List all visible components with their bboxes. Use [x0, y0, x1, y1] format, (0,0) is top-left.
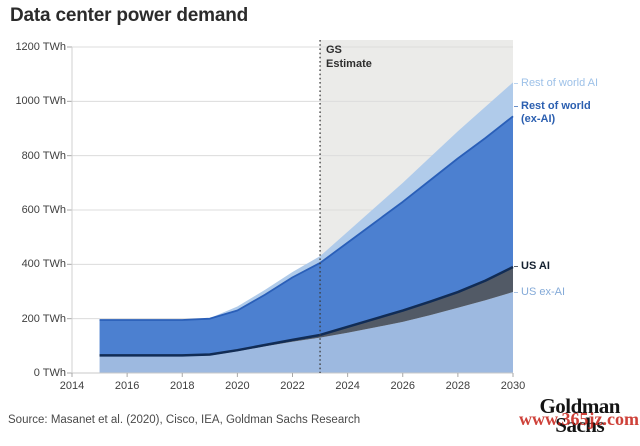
- legend-label: US ex-AI: [521, 286, 566, 298]
- y-axis-label: 800 TWh: [21, 149, 66, 162]
- gs-estimate-label: GS Estimate: [326, 44, 372, 71]
- legend-rest-of-world-ai: Rest of world AI: [514, 77, 633, 90]
- chart-title: Data center power demand: [10, 5, 249, 26]
- legend-tick-icon: [514, 292, 518, 293]
- goldman-sachs-logo: Goldman Sachs: [539, 394, 620, 438]
- x-axis-label: 2018: [170, 380, 195, 392]
- legend-us-ai: US AI: [514, 260, 621, 273]
- plot-area: [67, 40, 514, 377]
- source-text: Source: Masanet et al. (2020), Cisco, IE…: [8, 414, 361, 426]
- legend-label: Rest of world AI: [521, 77, 599, 89]
- logo-line-1: Goldman: [539, 394, 620, 418]
- line-us-ai: [99, 265, 514, 357]
- watermark: www.365jz.com: [519, 409, 639, 429]
- legend-rest-of-world-ex-ai: Rest of world (ex-AI): [514, 100, 613, 126]
- y-axis-label: 200 TWh: [21, 312, 66, 325]
- legend-tick-icon: [514, 83, 518, 84]
- area-us-ex-ai: [99, 292, 513, 373]
- x-axis-label: 2030: [500, 380, 526, 392]
- x-axis-label: 2024: [335, 380, 360, 392]
- x-axis-label: 2016: [114, 380, 140, 392]
- x-axis-label: 2014: [59, 380, 85, 392]
- legend-us-ex-ai: US ex-AI: [514, 286, 621, 299]
- x-axis-label: 2020: [225, 380, 250, 392]
- y-axis-label: 0 TWh: [33, 367, 66, 379]
- legend-tick-icon: [514, 106, 518, 107]
- y-axis-label: 1200 TWh: [15, 41, 66, 53]
- legend-label: US AI: [521, 260, 550, 272]
- legend-label: Rest of world (ex-AI): [521, 100, 591, 126]
- x-axis-label: 2026: [390, 380, 415, 392]
- legend-tick-icon: [514, 266, 518, 267]
- x-axis-label: 2028: [445, 380, 471, 392]
- x-axis-label: 2022: [280, 380, 305, 392]
- area-rest-of-world-ex-ai-: [99, 116, 513, 356]
- logo-line-2: Sachs: [555, 413, 605, 438]
- y-axis-label: 600 TWh: [21, 204, 66, 216]
- y-axis-label: 400 TWh: [21, 258, 66, 271]
- y-axis-label: 1000 TWh: [15, 95, 66, 108]
- line-rest-of-world-ex-ai-: [99, 115, 514, 321]
